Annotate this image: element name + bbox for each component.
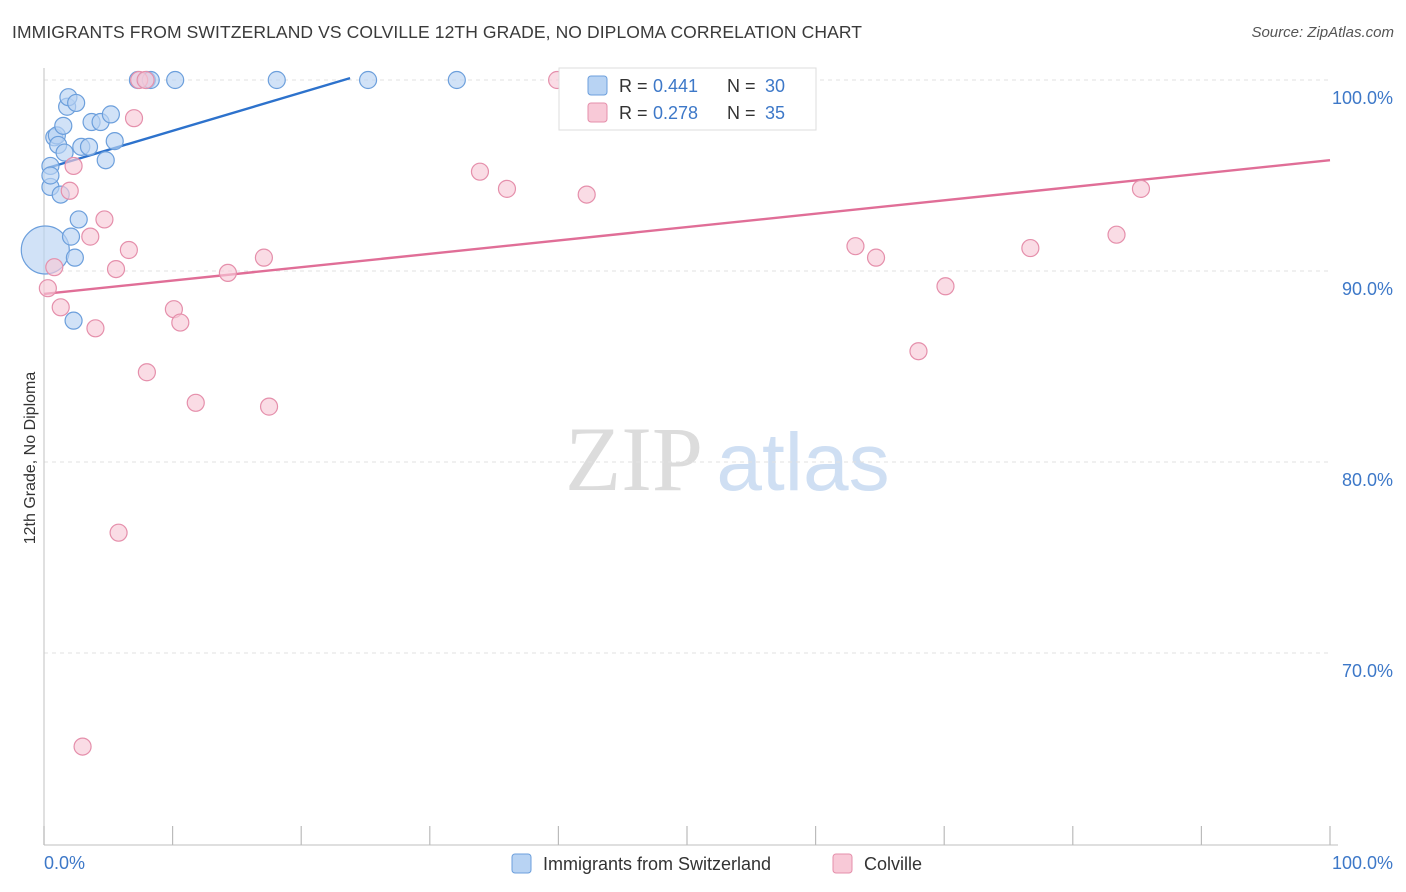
trendlines bbox=[43, 76, 1331, 296]
stats-legend-n-label-blue: N = bbox=[727, 76, 756, 96]
axes bbox=[43, 68, 1338, 846]
watermark: ZIP atlas bbox=[565, 408, 890, 510]
series-legend-label-blue: Immigrants from Switzerland bbox=[543, 854, 771, 874]
tick-labels: 100.0% 90.0% 80.0% 70.0% 0.0% 100.0% bbox=[44, 88, 1393, 873]
colville-point-23 bbox=[497, 179, 517, 198]
colville-point-6 bbox=[81, 227, 100, 246]
switzerland-point-15 bbox=[67, 93, 86, 113]
colville-point-10 bbox=[109, 523, 128, 542]
chart-source: Source: ZipAtlas.com bbox=[1251, 24, 1394, 41]
colville-point-14 bbox=[136, 70, 155, 90]
x-tick-label-1: 100.0% bbox=[1332, 853, 1393, 873]
y-tick-label-1: 90.0% bbox=[1342, 279, 1393, 299]
stats-legend-n-value-pink: 35 bbox=[765, 103, 785, 123]
gridlines bbox=[44, 79, 1330, 654]
colville-point-25 bbox=[577, 185, 596, 204]
colville-point-18 bbox=[186, 393, 205, 412]
colville-point-0 bbox=[38, 279, 57, 298]
switzerland-point-23 bbox=[105, 132, 124, 151]
chart-title: IMMIGRANTS FROM SWITZERLAND VS COLVILLE … bbox=[12, 22, 863, 42]
switzerland-point-30 bbox=[447, 70, 466, 90]
switzerland-point-22 bbox=[101, 105, 120, 124]
colville-point-1 bbox=[45, 258, 64, 277]
colville-point-2 bbox=[51, 298, 70, 317]
switzerland-point-18 bbox=[79, 137, 99, 156]
stats-legend-r-label-blue: R = bbox=[619, 76, 648, 96]
series-legend-swatch-pink bbox=[832, 853, 853, 874]
series-legend-swatch-blue bbox=[511, 853, 532, 874]
stats-legend-swatch-blue bbox=[587, 75, 608, 96]
colville-point-3 bbox=[60, 181, 79, 200]
colville-point-9 bbox=[106, 259, 126, 279]
series-legend: Immigrants from Switzerland Colville bbox=[511, 853, 922, 874]
stats-legend: R = 0.441 N = 30 R = 0.278 N = 35 bbox=[558, 67, 817, 131]
stats-legend-n-label-pink: N = bbox=[727, 103, 756, 123]
colville-point-12 bbox=[124, 109, 144, 128]
switzerland-point-27 bbox=[166, 70, 185, 90]
watermark-zip: ZIP bbox=[565, 408, 703, 510]
stats-legend-swatch-pink bbox=[587, 102, 608, 123]
switzerland-trendline bbox=[47, 76, 351, 170]
colville-point-17 bbox=[171, 313, 190, 332]
colville-point-28 bbox=[846, 237, 865, 256]
colville-point-20 bbox=[254, 248, 274, 267]
switzerland-point-3 bbox=[41, 166, 60, 185]
switzerland-point-28 bbox=[267, 70, 286, 90]
switzerland-point-14 bbox=[65, 248, 84, 267]
colville-point-8 bbox=[95, 210, 114, 229]
colville-point-30 bbox=[909, 342, 928, 361]
colville-point-32 bbox=[1021, 238, 1040, 258]
colville-point-11 bbox=[119, 240, 138, 260]
colville-trendline bbox=[43, 159, 1331, 296]
stats-legend-r-value-pink: 0.278 bbox=[653, 103, 698, 123]
stats-legend-n-value-blue: 30 bbox=[765, 76, 785, 96]
colville-point-15 bbox=[137, 363, 156, 382]
y-axis-label: 12th Grade, No Diploma bbox=[22, 372, 39, 545]
stats-legend-r-label-pink: R = bbox=[619, 103, 648, 123]
y-tick-label-3: 70.0% bbox=[1342, 661, 1393, 681]
switzerland-point-12 bbox=[61, 227, 81, 246]
switzerland-point-13 bbox=[64, 311, 83, 330]
colville-point-21 bbox=[259, 397, 279, 416]
colville-point-22 bbox=[470, 162, 490, 181]
colville-point-5 bbox=[73, 737, 92, 756]
y-tick-label-0: 100.0% bbox=[1332, 88, 1393, 108]
colville-point-19 bbox=[218, 263, 237, 283]
colville-point-7 bbox=[86, 319, 105, 338]
colville-point-31 bbox=[936, 277, 955, 296]
colville-point-33 bbox=[1107, 225, 1126, 244]
x-tick-label-0: 0.0% bbox=[44, 853, 85, 873]
colville-point-29 bbox=[866, 248, 886, 267]
switzerland-point-8 bbox=[54, 116, 73, 135]
stats-legend-r-value-blue: 0.441 bbox=[653, 76, 698, 96]
switzerland-point-9 bbox=[55, 143, 74, 162]
switzerland-point-16 bbox=[69, 210, 88, 229]
colville-point-4 bbox=[64, 156, 83, 176]
switzerland-point-21 bbox=[96, 151, 115, 170]
y-tick-label-2: 80.0% bbox=[1342, 470, 1393, 490]
colville-point-34 bbox=[1131, 179, 1151, 198]
series-legend-label-pink: Colville bbox=[864, 854, 922, 874]
switzerland-point-29 bbox=[358, 70, 378, 90]
